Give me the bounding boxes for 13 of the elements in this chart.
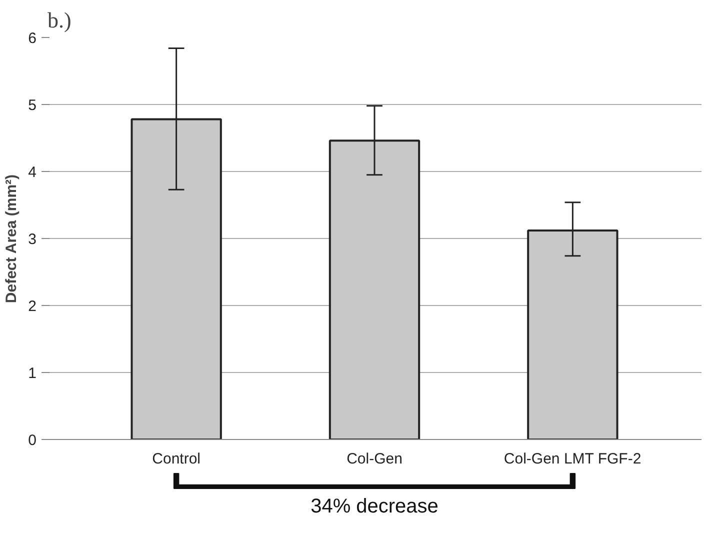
y-tick-label: 2 <box>28 298 36 315</box>
y-tick-label: 5 <box>28 97 36 114</box>
y-tick-label: 0 <box>28 432 36 449</box>
y-tick-label: 4 <box>28 164 36 181</box>
x-tick-label: Col-Gen <box>346 450 402 468</box>
y-tick-label: 3 <box>28 231 36 248</box>
chart-title: b.) <box>48 8 72 32</box>
y-tick-label: 1 <box>28 365 36 382</box>
x-tick-label: Col-Gen LMT FGF-2 <box>504 450 642 468</box>
text: 34% decrease <box>310 496 438 518</box>
y-axis-title: Defect Area (mm²) <box>3 174 20 304</box>
x-tick-label: Control <box>152 450 200 468</box>
y-tick-label: 6 <box>28 30 36 47</box>
